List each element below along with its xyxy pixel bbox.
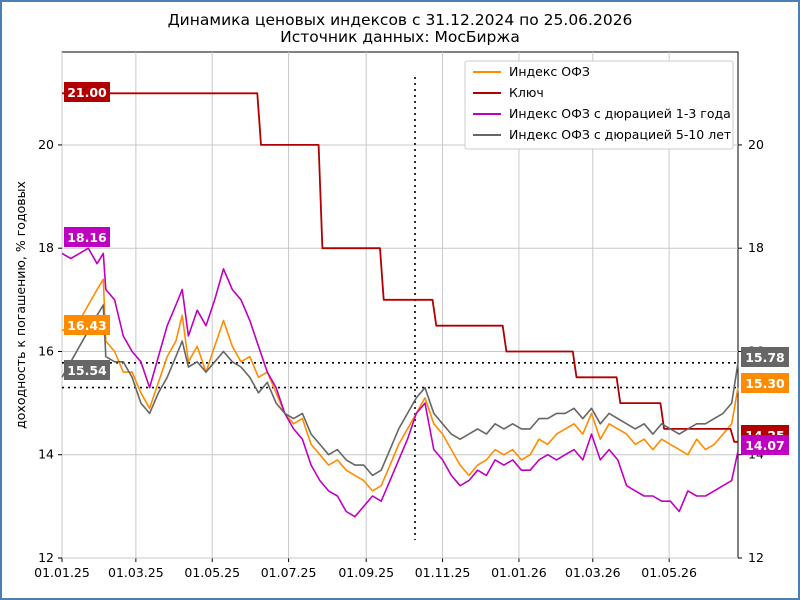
y-tick-label: 18: [38, 240, 54, 255]
legend-label: Ключ: [509, 85, 544, 100]
key-rate-start-label-box: [64, 82, 110, 102]
x-tick-label: 01.03.25: [108, 565, 164, 580]
ofz-5-10-end-label-box: [741, 347, 789, 367]
ofz-1-3-start-label: 18.16: [67, 230, 107, 245]
ofz-5-10-start-label-box: [64, 360, 110, 380]
ofz-5-10-end-label: 15.78: [745, 350, 785, 365]
chart-title: Динамика ценовых индексов с 31.12.2024 п…: [167, 11, 633, 29]
y-tick-label: 16: [38, 343, 54, 358]
ofz-1-3-start-label-box: [64, 227, 110, 247]
ofz-start-label-box: [64, 315, 110, 335]
ofz-end-label-box: [741, 373, 789, 393]
x-tick-label: 01.11.25: [415, 565, 471, 580]
key-rate-start-label: 21.00: [67, 85, 107, 100]
y-tick-label-right: 20: [748, 137, 764, 152]
y-axis-label: доходность к погашению, % годовых: [13, 181, 28, 429]
ofz-5-10-start-label: 15.54: [67, 363, 107, 378]
legend-label: Индекс ОФЗ с дюрацией 1-3 года: [509, 106, 731, 121]
legend-box: [464, 60, 734, 150]
ofz-start-label: 16.43: [67, 318, 107, 333]
legend-label: Индекс ОФЗ: [509, 64, 590, 79]
y-tick-label-right: 18: [748, 240, 764, 255]
y-tick-label: 20: [38, 137, 54, 152]
y-tick-label-right: 12: [748, 550, 764, 565]
y-tick-label: 12: [38, 550, 54, 565]
series-line-3: [61, 247, 739, 518]
legend-label: Индекс ОФЗ с дюрацией 5-10 лет: [509, 127, 731, 142]
series-line-4: [61, 304, 739, 477]
x-tick-label: 01.03.26: [565, 565, 621, 580]
x-tick-label: 01.05.25: [184, 565, 240, 580]
ofz-1-3-end-label-box: [741, 435, 789, 455]
x-tick-label: 01.05.26: [641, 565, 697, 580]
x-tick-label: 01.07.25: [261, 565, 317, 580]
y-tick-label: 14: [38, 447, 54, 462]
ofz-1-3-end-label: 14.07: [745, 438, 785, 453]
x-tick-label: 01.01.25: [34, 565, 90, 580]
x-tick-label: 01.09.25: [338, 565, 394, 580]
chart-subtitle: Источник данных: МосБиржа: [280, 28, 520, 46]
chart-title-block: Динамика ценовых индексов с 31.12.2024 п…: [0, 12, 800, 46]
ofz-end-label: 15.30: [745, 376, 785, 391]
series-line-1: [61, 278, 739, 492]
x-tick-label: 01.01.26: [491, 565, 547, 580]
